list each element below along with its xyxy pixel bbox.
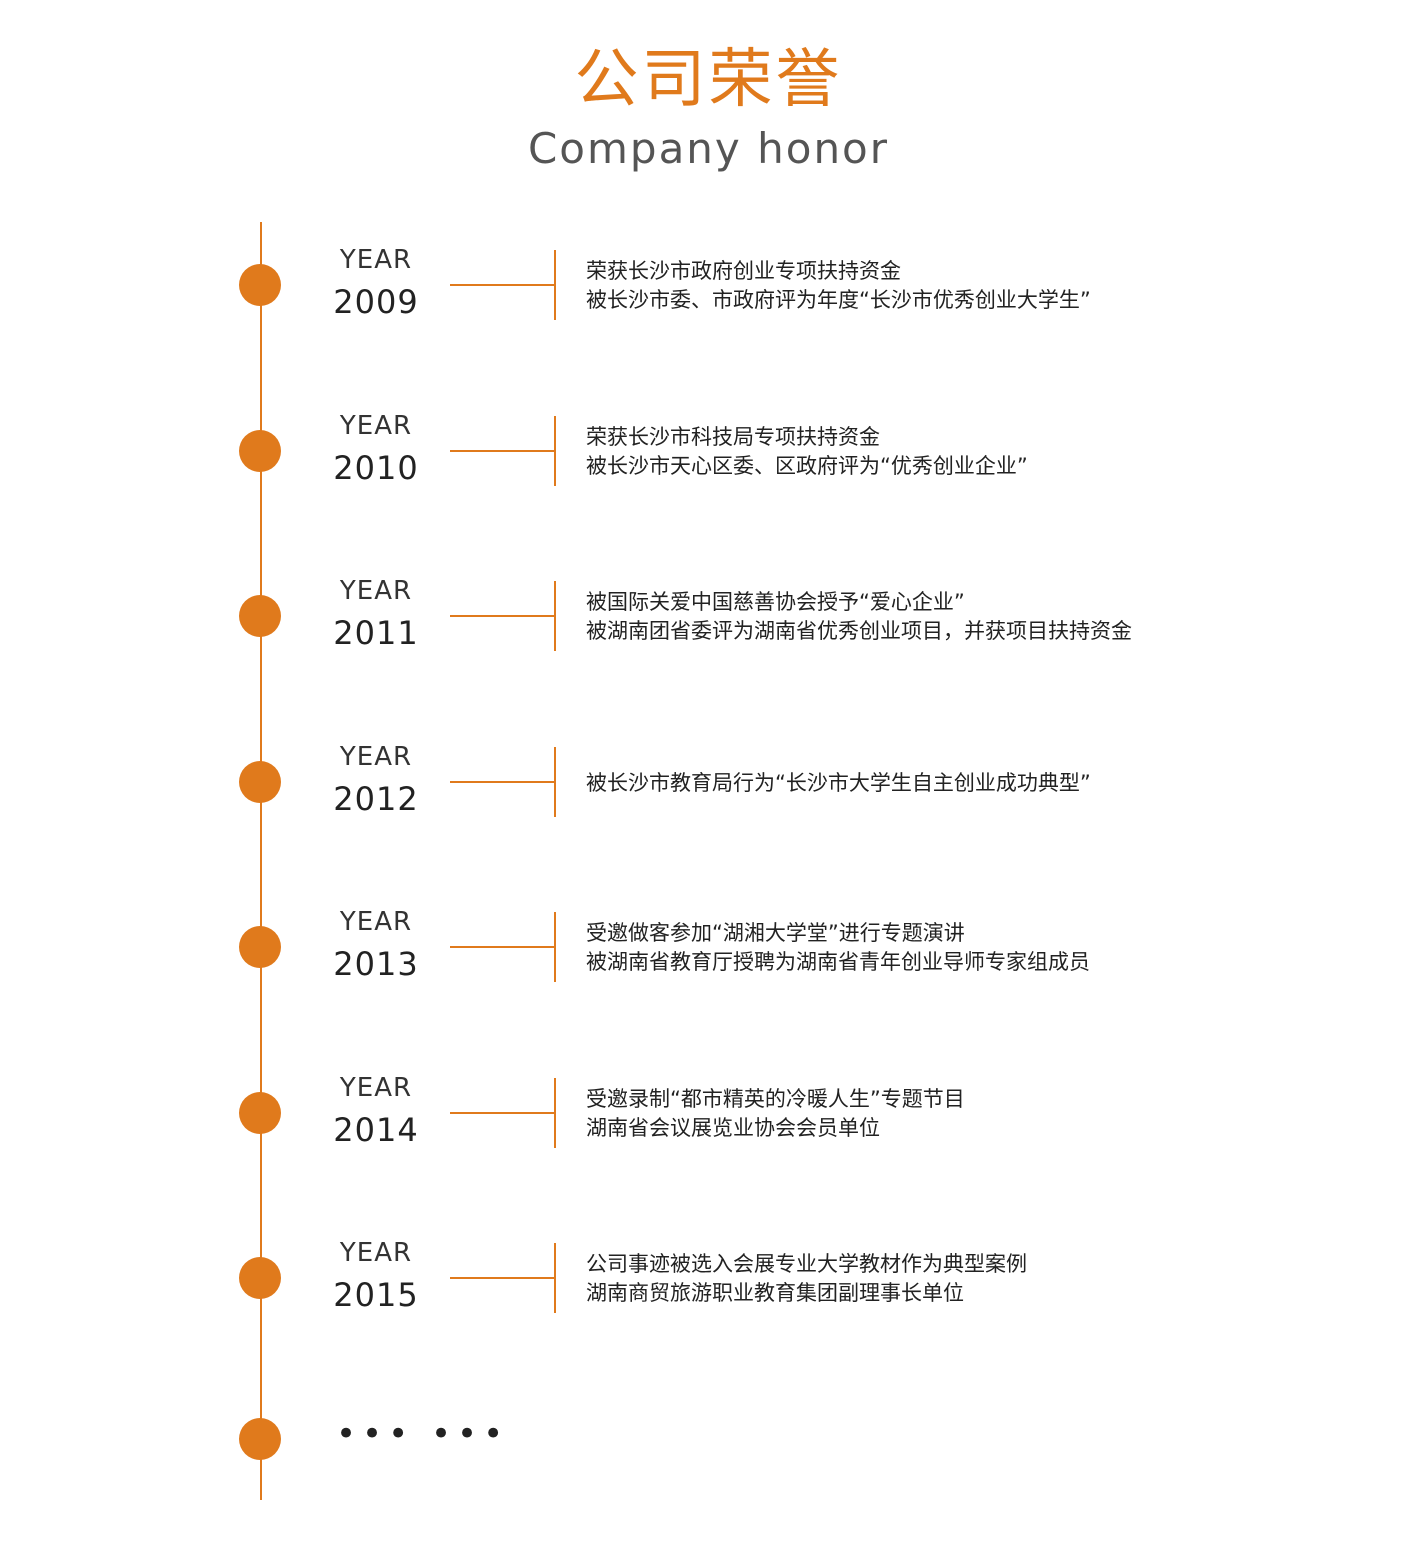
year-label: YEAR bbox=[339, 576, 413, 606]
timeline-dot bbox=[239, 264, 281, 306]
honor-item: 被湖南团省委评为湖南省优秀创业项目，并获项目扶持资金 bbox=[586, 619, 1132, 643]
connector-horizontal bbox=[450, 1112, 556, 1114]
honor-item: 被国际关爱中国慈善协会授予“爱心企业” bbox=[586, 590, 965, 614]
honor-item: 被长沙市委、市政府评为年度“长沙市优秀创业大学生” bbox=[586, 288, 1091, 312]
year-label: YEAR bbox=[339, 411, 413, 441]
honor-list: 荣获长沙市政府创业专项扶持资金被长沙市委、市政府评为年度“长沙市优秀创业大学生” bbox=[586, 257, 1386, 315]
connector-vertical bbox=[554, 1078, 556, 1148]
timeline-ellipsis: ••• ••• bbox=[336, 1414, 510, 1454]
honor-item: 被长沙市天心区委、区政府评为“优秀创业企业” bbox=[586, 454, 1028, 478]
connector-horizontal bbox=[450, 615, 556, 617]
honor-item: 受邀录制“都市精英的冷暖人生”专题节目 bbox=[586, 1087, 965, 1111]
year-value: 2014 bbox=[333, 1111, 419, 1149]
honor-item: 湖南商贸旅游职业教育集团副理事长单位 bbox=[586, 1281, 964, 1305]
timeline-dot-end bbox=[239, 1418, 281, 1460]
honor-item: 受邀做客参加“湖湘大学堂”进行专题演讲 bbox=[586, 921, 965, 945]
year-value: 2009 bbox=[333, 283, 419, 321]
honor-item: 湖南省会议展览业协会会员单位 bbox=[586, 1116, 880, 1140]
timeline-dot bbox=[239, 926, 281, 968]
connector-vertical bbox=[554, 416, 556, 486]
timeline-dot bbox=[239, 761, 281, 803]
connector-vertical bbox=[554, 747, 556, 817]
timeline-dot bbox=[239, 430, 281, 472]
connector-horizontal bbox=[450, 946, 556, 948]
connector-vertical bbox=[554, 912, 556, 982]
connector-horizontal bbox=[450, 1277, 556, 1279]
year-value: 2011 bbox=[333, 614, 419, 652]
connector-vertical bbox=[554, 581, 556, 651]
year-label: YEAR bbox=[339, 907, 413, 937]
page-title: 公司荣誉 bbox=[574, 43, 843, 117]
timeline-dot bbox=[239, 595, 281, 637]
year-label: YEAR bbox=[339, 1073, 413, 1103]
connector-horizontal bbox=[450, 781, 556, 783]
honor-item: 荣获长沙市科技局专项扶持资金 bbox=[586, 425, 880, 449]
year-label: YEAR bbox=[339, 245, 413, 275]
connector-horizontal bbox=[450, 450, 556, 452]
timeline-axis bbox=[260, 222, 262, 1500]
year-label: YEAR bbox=[339, 1238, 413, 1268]
connector-vertical bbox=[554, 1243, 556, 1313]
honor-list: 被国际关爱中国慈善协会授予“爱心企业” 被湖南团省委评为湖南省优秀创业项目，并获项… bbox=[586, 588, 1386, 646]
honor-list: 被长沙市教育局行为“长沙市大学生自主创业成功典型” bbox=[586, 769, 1386, 798]
connector-horizontal bbox=[450, 284, 556, 286]
timeline-dot bbox=[239, 1092, 281, 1134]
honor-list: 荣获长沙市科技局专项扶持资金被长沙市天心区委、区政府评为“优秀创业企业” bbox=[586, 423, 1386, 481]
honor-list: 受邀录制“都市精英的冷暖人生”专题节目 湖南省会议展览业协会会员单位 bbox=[586, 1085, 1386, 1143]
timeline-dot bbox=[239, 1257, 281, 1299]
connector-vertical bbox=[554, 250, 556, 320]
year-value: 2010 bbox=[333, 449, 419, 487]
honor-item: 公司事迹被选入会展专业大学教材作为典型案例 bbox=[586, 1252, 1027, 1276]
page-subtitle: Company honor bbox=[527, 124, 890, 173]
honor-item: 被长沙市教育局行为“长沙市大学生自主创业成功典型” bbox=[586, 771, 1091, 795]
year-value: 2012 bbox=[333, 780, 419, 818]
year-value: 2015 bbox=[333, 1276, 419, 1314]
honor-list: 受邀做客参加“湖湘大学堂”进行专题演讲被湖南省教育厅授聘为湖南省青年创业导师专家… bbox=[586, 919, 1386, 977]
honor-item: 被湖南省教育厅授聘为湖南省青年创业导师专家组成员 bbox=[586, 950, 1090, 974]
honor-item: 荣获长沙市政府创业专项扶持资金 bbox=[586, 259, 901, 283]
year-label: YEAR bbox=[339, 742, 413, 772]
year-value: 2013 bbox=[333, 945, 419, 983]
honor-list: 公司事迹被选入会展专业大学教材作为典型案例 湖南商贸旅游职业教育集团副理事长单位 bbox=[586, 1250, 1386, 1308]
